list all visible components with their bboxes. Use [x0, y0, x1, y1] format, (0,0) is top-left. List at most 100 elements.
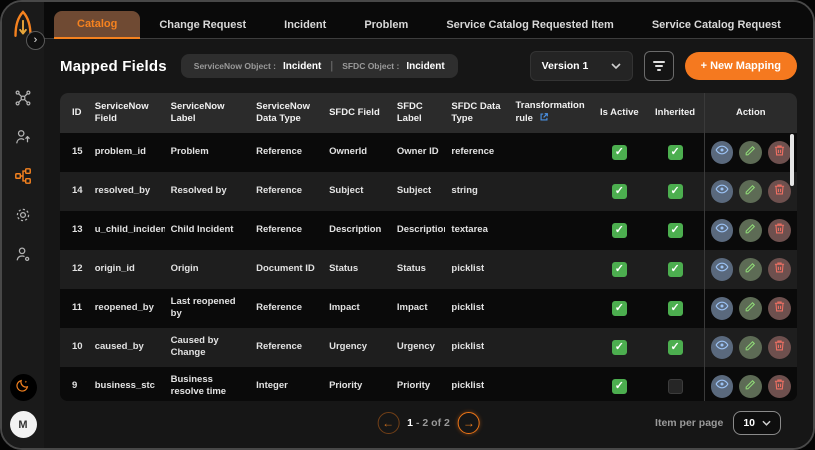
pencil-icon: [744, 378, 757, 395]
inherited-checkbox[interactable]: [667, 222, 683, 238]
edit-button[interactable]: [739, 140, 763, 164]
edit-button[interactable]: [739, 257, 763, 281]
tab-change-request[interactable]: Change Request: [159, 19, 247, 31]
edit-button[interactable]: [739, 218, 763, 242]
view-button[interactable]: [710, 140, 734, 164]
table-row: 10 caused_by Caused by Change Reference …: [60, 327, 797, 367]
sidebar-item-field-mapping[interactable]: [10, 165, 36, 191]
cell-servicenow-data-type: Reference: [250, 288, 324, 328]
pencil-icon: [744, 300, 757, 317]
view-button[interactable]: [710, 296, 734, 320]
sidebar-item-settings[interactable]: [10, 204, 36, 230]
cell-sfdc-data-type: textarea: [445, 210, 510, 250]
inherited-checkbox[interactable]: [667, 339, 683, 355]
inherited-checkbox[interactable]: [667, 183, 683, 199]
edit-button[interactable]: [739, 179, 763, 203]
page-title: Mapped Fields: [60, 57, 167, 75]
edit-button[interactable]: [739, 296, 763, 320]
inherited-checkbox[interactable]: [667, 378, 683, 394]
cell-is-active: [592, 327, 647, 367]
edit-button[interactable]: [739, 335, 763, 359]
avatar[interactable]: M: [9, 411, 37, 438]
tab-incident[interactable]: Incident: [284, 19, 327, 31]
sidebar-expand-button[interactable]: ›: [26, 31, 45, 50]
next-page-button[interactable]: →: [457, 411, 480, 434]
filter-button[interactable]: [643, 51, 674, 81]
delete-button[interactable]: [768, 179, 791, 203]
trash-icon: [773, 261, 786, 278]
cell-servicenow-data-type: Integer: [250, 366, 324, 401]
cell-is-active: [592, 171, 647, 211]
cell-sfdc-label: Priority: [390, 366, 446, 401]
sidebar-item-users[interactable]: [10, 243, 36, 269]
edit-button[interactable]: [739, 374, 763, 398]
delete-button[interactable]: [768, 296, 791, 320]
cell-is-active: [592, 288, 647, 328]
page-size-dropdown[interactable]: 10: [733, 410, 781, 435]
version-dropdown[interactable]: Version 1: [529, 51, 633, 81]
tab-catalog[interactable]: Catalog: [54, 11, 141, 39]
is-active-checkbox[interactable]: [611, 144, 627, 160]
is-active-checkbox[interactable]: [611, 222, 627, 238]
trash-icon: [773, 300, 786, 317]
delete-button[interactable]: [768, 335, 791, 359]
previous-page-button[interactable]: ←: [377, 411, 400, 434]
user-icon: [14, 245, 32, 268]
pencil-icon: [744, 144, 757, 161]
col-is-active: Is Active: [592, 93, 647, 133]
cell-servicenow-field: u_child_incident: [88, 210, 165, 250]
content: Mapped Fields ServiceNow Object : Incide…: [44, 39, 813, 448]
version-dropdown-value: Version 1: [541, 60, 589, 72]
tab-service-catalog-request[interactable]: Service Catalog Request: [651, 19, 781, 31]
pencil-icon: [744, 222, 757, 239]
sidebar-item-user-sync[interactable]: [10, 126, 36, 152]
view-button[interactable]: [710, 257, 734, 281]
cell-sfdc-field: Impact: [323, 288, 391, 328]
view-button[interactable]: [710, 218, 734, 242]
new-mapping-button[interactable]: + New Mapping: [684, 52, 797, 80]
cell-servicenow-field: business_stc: [88, 366, 165, 401]
inherited-checkbox[interactable]: [667, 300, 683, 316]
delete-button[interactable]: [768, 140, 791, 164]
sidebar-item-network[interactable]: [10, 87, 36, 113]
delete-button[interactable]: [768, 257, 791, 281]
is-active-checkbox[interactable]: [611, 378, 627, 394]
col-sfdc-field: SFDC Field: [323, 93, 391, 133]
trash-icon: [773, 222, 786, 239]
eye-icon: [715, 299, 729, 317]
tab-problem[interactable]: Problem: [364, 19, 409, 31]
user-sync-icon: [14, 128, 32, 151]
view-button[interactable]: [710, 374, 734, 398]
cell-servicenow-field: caused_by: [88, 327, 165, 367]
tab-service-catalog-requested-item[interactable]: Service Catalog Requested Item: [446, 19, 614, 31]
external-link-icon[interactable]: [539, 112, 549, 126]
cell-is-active: [592, 366, 647, 401]
inherited-checkbox[interactable]: [667, 261, 683, 277]
delete-button[interactable]: [768, 218, 791, 242]
view-button[interactable]: [710, 179, 734, 203]
cell-id: 9: [60, 366, 89, 401]
table-header-row: ID ServiceNow Field ServiceNow Label Ser…: [60, 93, 797, 133]
cell-servicenow-data-type: Document ID: [250, 249, 324, 289]
chevron-down-icon: [762, 417, 771, 429]
pagination-text: 1- 2 of 2: [407, 417, 450, 429]
pagination: ← 1- 2 of 2 →: [377, 411, 480, 434]
current-page: 1: [407, 416, 413, 429]
is-active-checkbox[interactable]: [611, 339, 627, 355]
view-button[interactable]: [710, 335, 734, 359]
tab-task[interactable]: Task: [800, 12, 813, 38]
theme-toggle-button[interactable]: [9, 374, 37, 401]
col-sfdc-label: SFDC Label: [390, 93, 446, 133]
is-active-checkbox[interactable]: [611, 261, 627, 277]
cell-id: 14: [60, 171, 89, 211]
cell-id: 12: [60, 249, 89, 289]
delete-button[interactable]: [768, 374, 791, 398]
cell-is-active: [592, 249, 647, 289]
cell-sfdc-label: Status: [390, 249, 446, 289]
cell-sfdc-data-type: picklist: [445, 327, 510, 367]
is-active-checkbox[interactable]: [611, 183, 627, 199]
inherited-checkbox[interactable]: [667, 144, 683, 160]
is-active-checkbox[interactable]: [611, 300, 627, 316]
table-scrollbar[interactable]: [790, 134, 794, 186]
cell-action: [703, 249, 797, 289]
